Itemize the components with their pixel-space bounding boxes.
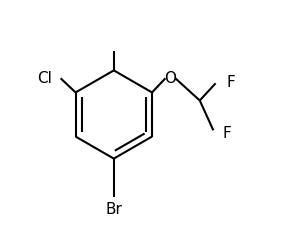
Text: Br: Br bbox=[105, 202, 122, 217]
Text: F: F bbox=[227, 75, 236, 90]
Text: F: F bbox=[222, 126, 231, 141]
Text: O: O bbox=[164, 71, 176, 86]
Text: Cl: Cl bbox=[37, 71, 52, 86]
